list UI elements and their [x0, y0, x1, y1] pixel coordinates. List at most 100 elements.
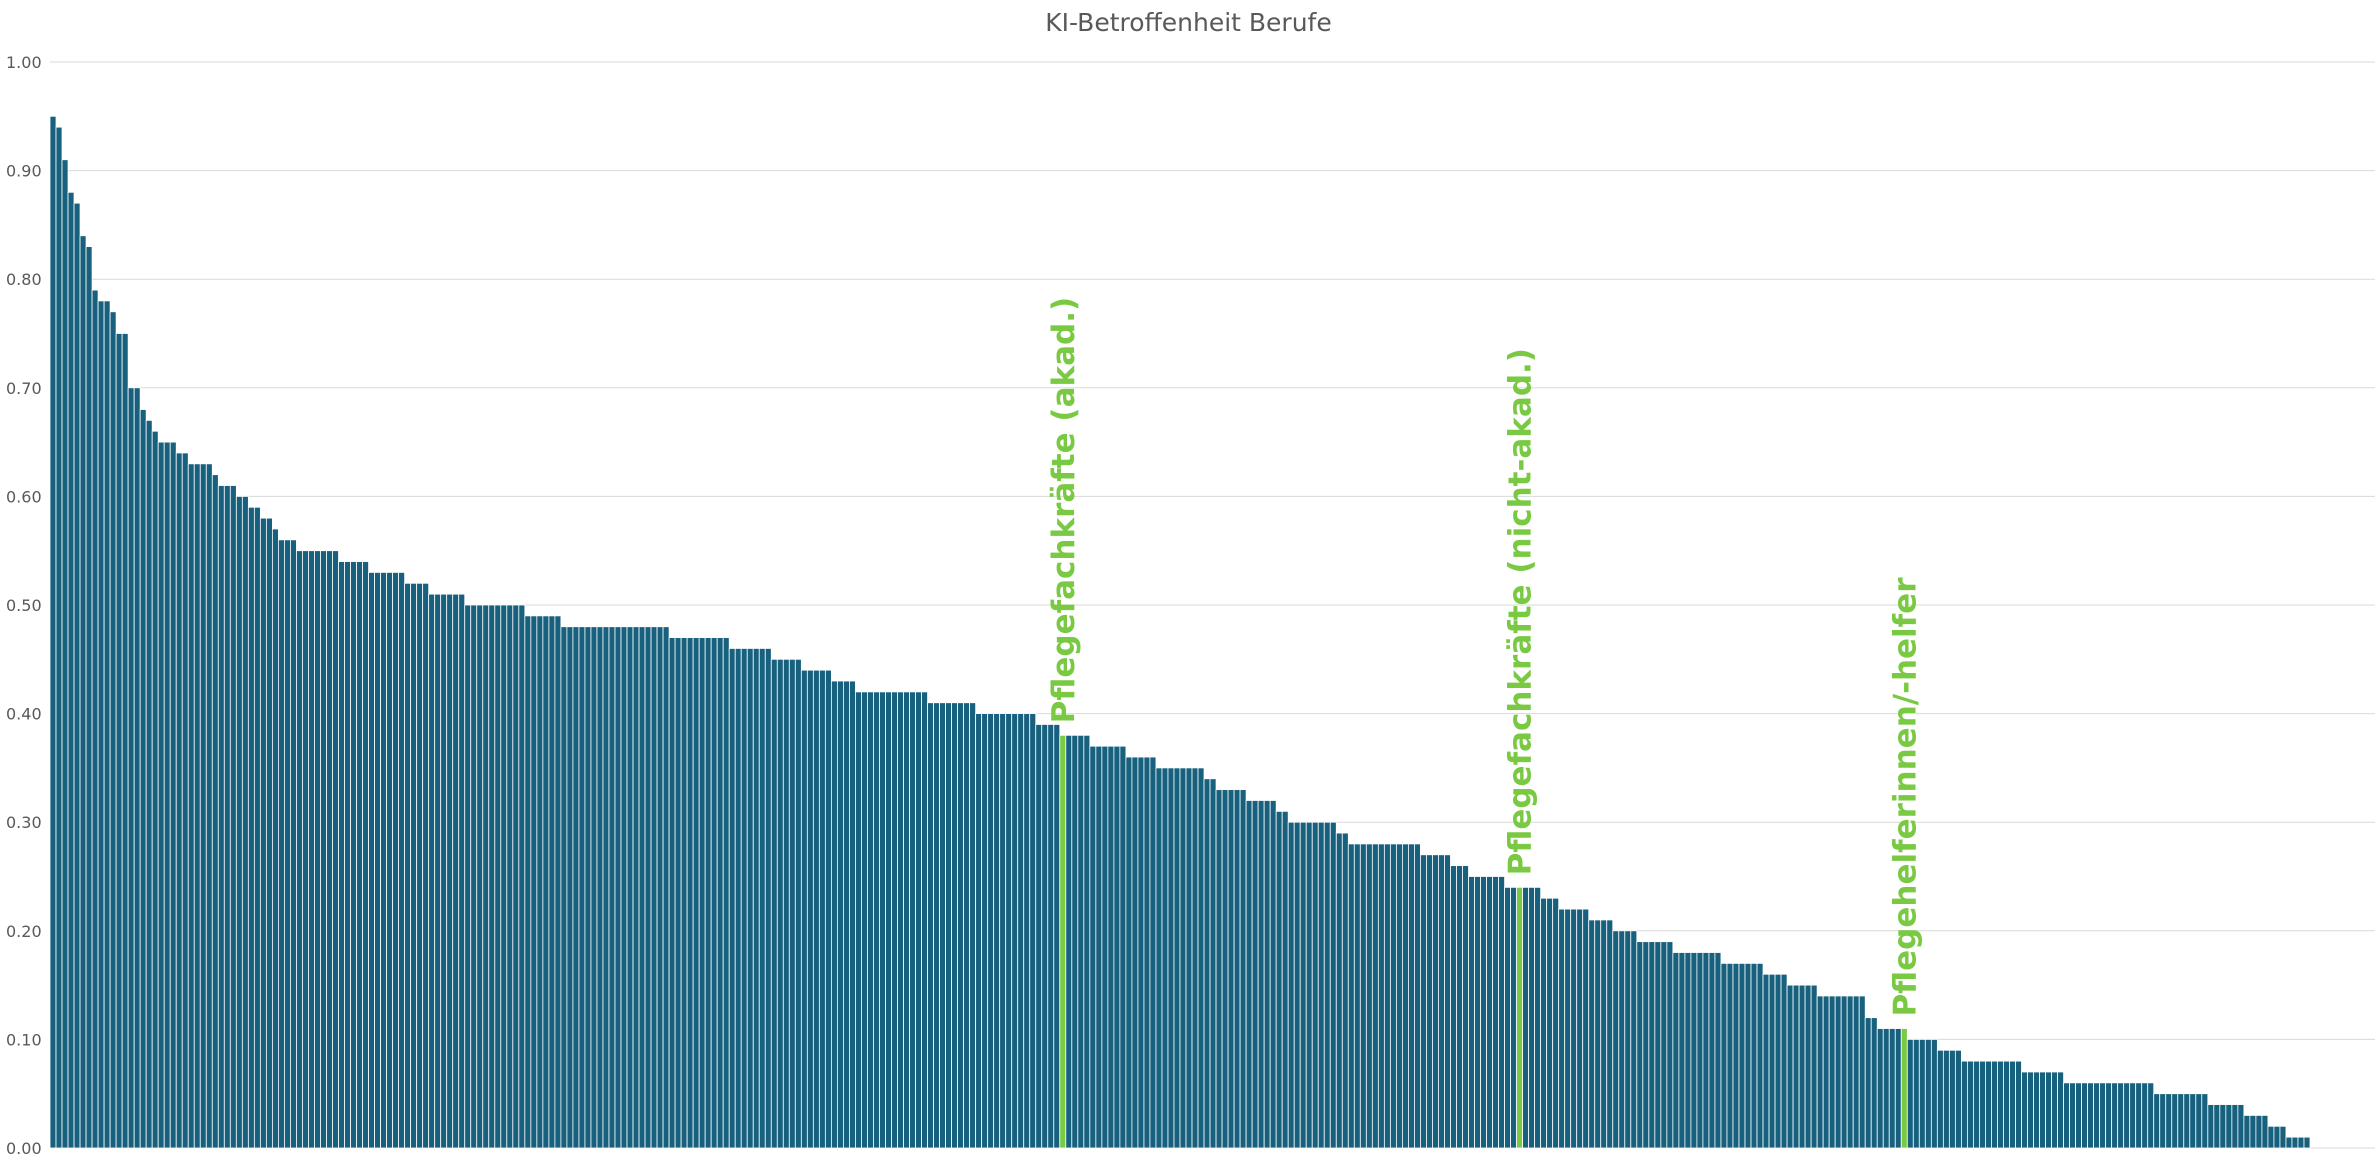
bar [2177, 1093, 2185, 1149]
bar [488, 604, 496, 1149]
bar [259, 517, 267, 1149]
bar [2129, 1082, 2137, 1149]
bar [290, 539, 297, 1149]
bar [2291, 1136, 2299, 1149]
bar [1299, 821, 1307, 1149]
bar [668, 637, 676, 1149]
bar [1822, 995, 1830, 1149]
bar [1395, 843, 1403, 1149]
bar [2063, 1082, 2070, 1149]
bar [428, 593, 436, 1149]
bar [1119, 745, 1127, 1149]
bar [656, 626, 664, 1149]
bar [1347, 843, 1355, 1149]
bar [951, 702, 959, 1149]
bar [2021, 1071, 2028, 1149]
bar [692, 637, 700, 1149]
bar [1137, 756, 1145, 1149]
bar [873, 691, 880, 1149]
bar [764, 648, 772, 1149]
bar [278, 539, 285, 1149]
bar [1732, 962, 1740, 1149]
bar [2285, 1136, 2293, 1149]
bar [993, 713, 1001, 1149]
bar [2099, 1082, 2107, 1149]
bar [320, 550, 327, 1149]
bar [145, 419, 153, 1149]
bar [1816, 995, 1824, 1149]
bar [1005, 713, 1013, 1149]
bar [1095, 745, 1103, 1149]
bar [1672, 952, 1680, 1149]
bar [265, 517, 273, 1149]
bar [175, 452, 183, 1149]
bar [2117, 1082, 2125, 1149]
bar [2279, 1125, 2287, 1149]
bar [1720, 962, 1728, 1149]
bar [686, 637, 694, 1149]
bar [969, 702, 977, 1149]
bar [1870, 1017, 1878, 1149]
bar [2159, 1093, 2167, 1149]
bar [2207, 1104, 2215, 1149]
bar [1107, 745, 1115, 1149]
bar [1756, 962, 1764, 1149]
bar [1029, 713, 1037, 1149]
bar [1414, 843, 1421, 1149]
bar [1329, 821, 1337, 1149]
bar [1486, 876, 1493, 1149]
bar [2261, 1115, 2269, 1149]
bar [1594, 919, 1602, 1149]
bar [1053, 724, 1061, 1149]
bar [500, 604, 508, 1149]
bar [476, 604, 484, 1149]
bar [1630, 930, 1638, 1149]
bar [1948, 1049, 1956, 1149]
bar [1540, 897, 1548, 1149]
bar [1991, 1060, 1998, 1149]
bar [1293, 821, 1301, 1149]
bar [1828, 995, 1836, 1149]
bar [758, 648, 766, 1149]
bar [975, 713, 983, 1149]
bar [1973, 1060, 1980, 1149]
bar [1510, 886, 1517, 1149]
bar [1474, 876, 1481, 1149]
bar [2243, 1115, 2251, 1149]
bar [338, 561, 345, 1149]
bar [1678, 952, 1686, 1149]
bar [2249, 1115, 2257, 1149]
bar [1089, 745, 1097, 1149]
bar [512, 604, 520, 1149]
bar [680, 637, 688, 1149]
bar [1798, 984, 1806, 1149]
bar [211, 474, 219, 1149]
bar [302, 550, 309, 1149]
bar [73, 202, 81, 1149]
bar [2189, 1093, 2197, 1149]
bar [2027, 1071, 2034, 1149]
bar [422, 582, 430, 1149]
bar [999, 713, 1007, 1149]
bar [410, 582, 418, 1149]
bar [163, 441, 171, 1149]
y-tick-label: 0.90 [6, 162, 42, 181]
bar [921, 691, 928, 1149]
bar [1552, 897, 1560, 1149]
bar [440, 593, 448, 1149]
bar [548, 615, 556, 1149]
bar [897, 691, 904, 1149]
bar [374, 572, 381, 1149]
bar [1810, 984, 1818, 1149]
bar [308, 550, 315, 1149]
bar [933, 702, 940, 1149]
bar [1588, 919, 1596, 1149]
bar [2033, 1071, 2040, 1149]
bar [855, 691, 862, 1149]
bar [458, 593, 466, 1149]
bar [614, 626, 622, 1149]
bar [879, 691, 886, 1149]
bar [987, 713, 995, 1149]
bar [1576, 908, 1584, 1149]
bar [181, 452, 189, 1149]
